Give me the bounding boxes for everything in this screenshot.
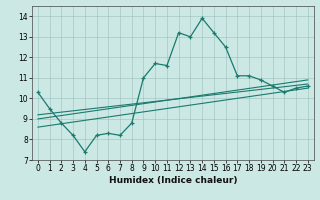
X-axis label: Humidex (Indice chaleur): Humidex (Indice chaleur): [108, 176, 237, 185]
